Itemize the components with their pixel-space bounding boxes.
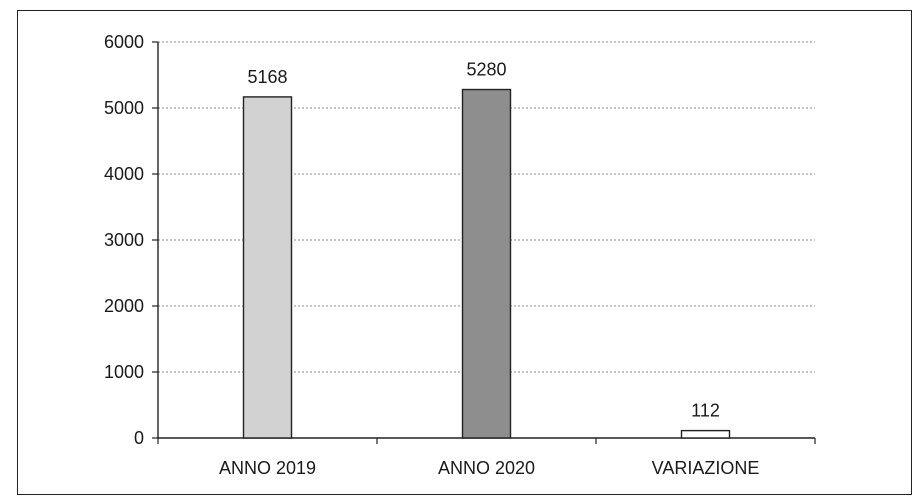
- y-tick-label: 1000: [104, 362, 144, 382]
- category-label: VARIAZIONE: [652, 458, 760, 478]
- y-tick-label: 0: [134, 428, 144, 448]
- data-label: 5168: [247, 67, 287, 87]
- y-tick-label: 3000: [104, 230, 144, 250]
- y-tick-label: 4000: [104, 164, 144, 184]
- y-tick-label: 5000: [104, 98, 144, 118]
- bar-anno-2019: [242, 96, 293, 439]
- data-label: 5280: [466, 60, 506, 80]
- y-tick-label: 6000: [104, 32, 144, 52]
- y-axis-ticks: 0 1000 2000 3000 4000 5000 6000: [104, 32, 158, 448]
- category-label: ANNO 2020: [438, 458, 535, 478]
- bars: [242, 88, 731, 439]
- data-labels: 5168 5280 112: [247, 60, 719, 421]
- category-labels: ANNO 2019 ANNO 2020 VARIAZIONE: [219, 458, 759, 478]
- bar-anno-2020: [461, 88, 512, 439]
- data-label: 112: [691, 401, 720, 421]
- bar-variazione: [680, 429, 731, 439]
- category-label: ANNO 2019: [219, 458, 316, 478]
- y-tick-label: 2000: [104, 296, 144, 316]
